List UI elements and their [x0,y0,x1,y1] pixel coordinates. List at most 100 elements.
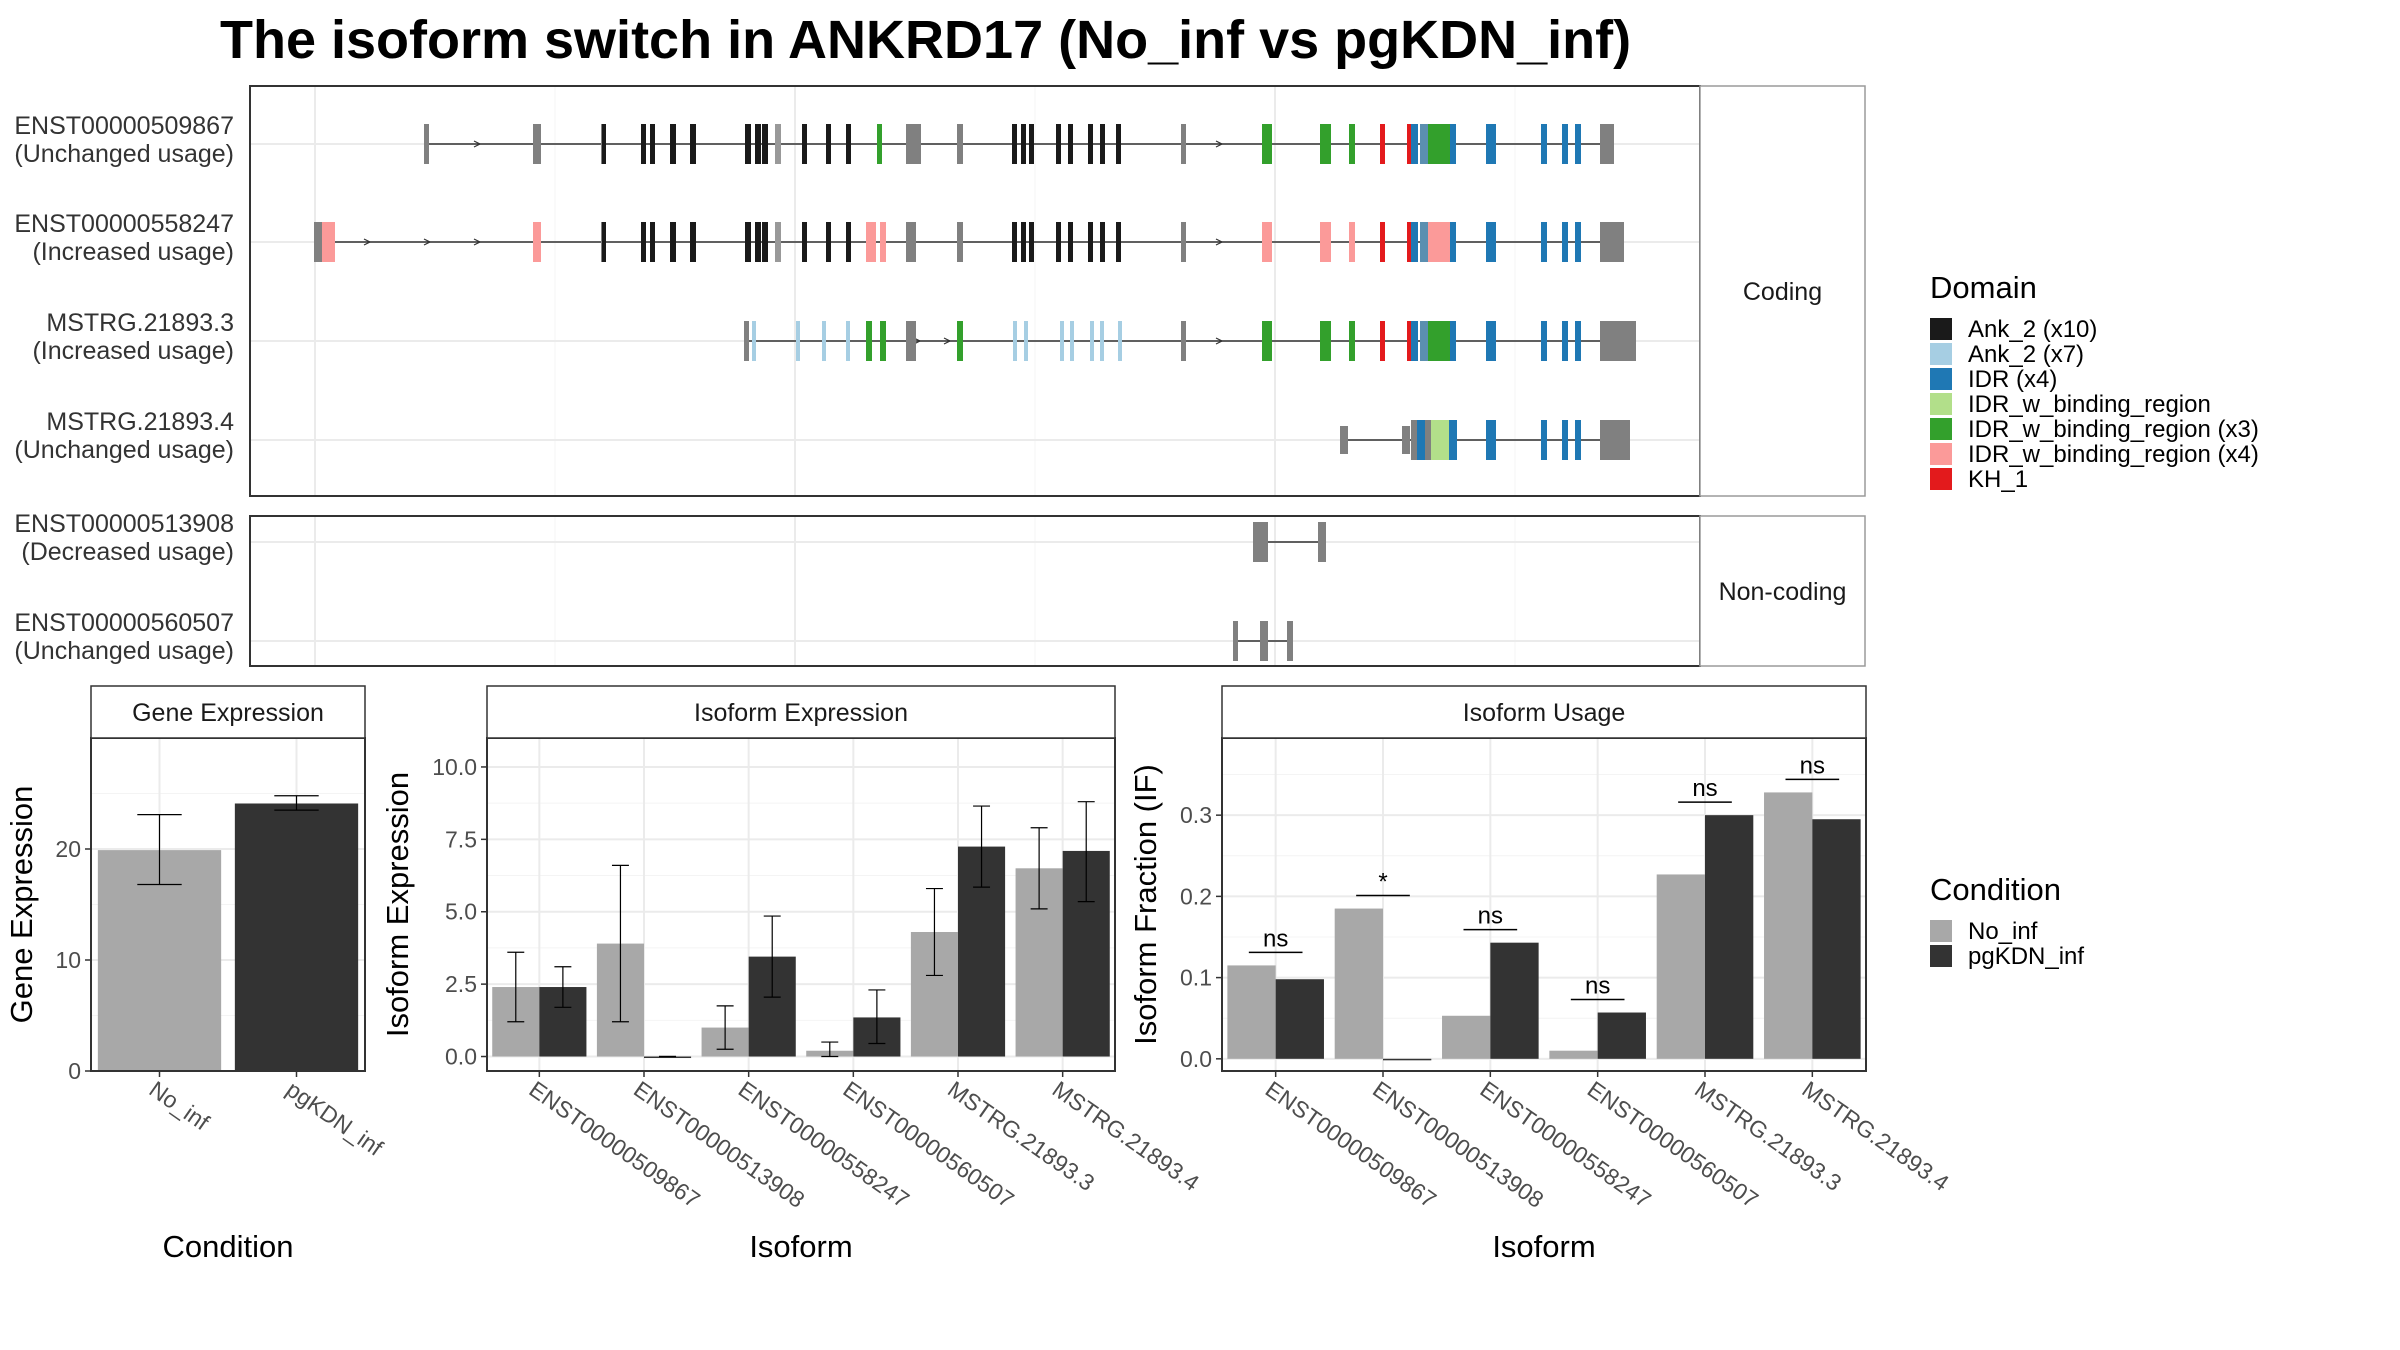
y-tick-label: 0.2 [1180,883,1212,909]
domain-kh1 [1407,124,1411,164]
exon-block [314,222,322,262]
domain-legend-label: IDR_w_binding_region (x4) [1968,441,2259,468]
exon-block [1233,621,1238,661]
domain-legend-swatch [1930,468,1952,490]
y-tick-label: 10 [55,947,81,973]
y-tick-label: 20 [55,836,81,862]
domain-ank2-x10 [826,124,831,164]
exon-block [1260,621,1268,661]
domain-idr-binding-x3 [1349,124,1355,164]
transcript-id-label: MSTRG.21893.4 [46,408,234,436]
domain-ank2-x7 [1070,321,1074,361]
exon-block [1318,522,1326,562]
panel-strip [1221,685,1867,739]
exon-block [1181,222,1186,262]
domain-ank2-x10 [1029,222,1034,262]
bar [97,850,222,1071]
transcript-id-label: ENST00000560507 [14,609,234,637]
domain-ank2-x10 [1029,124,1034,164]
y-tick-label: 0.1 [1180,965,1212,991]
facet-strip-label: Non-coding [1719,578,1847,606]
structure-panel-bg [250,86,1700,496]
domain-legend-label: Ank_2 (x10) [1968,316,2097,343]
exon-block [1253,522,1268,562]
panel-strip [90,685,366,739]
domain-idr-binding-x4 [533,222,541,262]
domain-legend-swatch [1930,418,1952,440]
domain-idr-x4 [1486,321,1496,361]
domain-ank2-x7 [1060,321,1064,361]
facet-strip [1699,515,1866,667]
exon-block [775,124,781,164]
domain-ank2-x10 [802,124,807,164]
domain-idr-x4 [1417,420,1425,460]
domain-ank2-x10 [670,222,676,262]
domain-legend-title: Domain [1930,270,2037,305]
strand-arrow [363,238,372,246]
y-tick-label: 5.0 [445,899,477,925]
bar [1442,1015,1491,1059]
bar [1764,792,1813,1059]
y-tick-label: 2.5 [445,971,477,997]
domain-legend-swatch [1930,318,1952,340]
domain-legend-swatch [1930,443,1952,465]
domain-idr-binding-x3 [1320,321,1331,361]
transcript-usage-label: (Decreased usage) [21,538,234,566]
domain-idr-x4 [1575,124,1581,164]
strand-arrow [943,337,952,345]
domain-ank2-x7 [752,321,756,361]
x-axis-title: Isoform [749,1229,852,1264]
domain-idr-binding-x4 [322,222,335,262]
bar [1597,1012,1646,1059]
domain-idr-binding-x4 [866,222,876,262]
plot-background [1222,738,1866,1071]
y-tick-label: 0 [68,1058,81,1084]
domain-ank2-x10 [745,124,751,164]
domain-idr-x4 [1562,420,1568,460]
y-axis-title: Gene Expression [4,786,39,1024]
domain-legend-label: Ank_2 (x7) [1968,341,2084,368]
domain-idr-x4 [1575,420,1581,460]
domain-idr-binding-x4 [1349,222,1355,262]
domain-idr-x4 [1541,420,1547,460]
domain-ank2-x7 [846,321,850,361]
domain-idr-x4 [1562,321,1568,361]
panel-strip [486,685,1116,739]
y-axis-title: Isoform Expression [380,772,415,1037]
domain-ank2-x10 [1056,124,1061,164]
domain-ank2-x10 [762,222,768,262]
exon-block [1340,426,1348,454]
bar [1383,1058,1432,1061]
exon-block [1600,124,1614,164]
exon-block [957,222,963,262]
condition-legend-title: Condition [1930,872,2061,907]
domain-idr-x4 [1411,321,1418,361]
domain-kh1 [1380,124,1385,164]
strand-arrow [1215,337,1224,345]
domain-ank2-x10 [755,124,761,164]
domain-idr-x4 [1450,124,1456,164]
domain-legend-swatch [1930,343,1952,365]
domain-ank2-x10 [745,222,751,262]
domain-ank2-x10 [762,124,768,164]
exon-block [424,124,429,164]
domain-ank2-x10 [641,222,646,262]
domain-ank2-x7 [1118,321,1122,361]
significance-label: * [1378,869,1387,896]
panel-strip-title: Isoform Usage [1463,699,1626,727]
bar [234,803,359,1071]
significance-label: ns [1478,903,1503,930]
exon-block [1420,321,1428,361]
domain-ank2-x7 [796,321,800,361]
significance-label: ns [1263,925,1288,952]
transcript-id-label: ENST00000558247 [14,210,234,238]
facet-strip-label: Coding [1743,278,1822,306]
transcript-usage-label: (Unchanged usage) [14,436,234,464]
strand-arrow [1215,238,1224,246]
condition-legend-label: pgKDN_inf [1968,943,2084,970]
exon-block [1425,420,1431,460]
bar [1812,819,1861,1059]
domain-idr-binding-x4 [1262,222,1272,262]
structure-panel-bg [250,516,1700,666]
